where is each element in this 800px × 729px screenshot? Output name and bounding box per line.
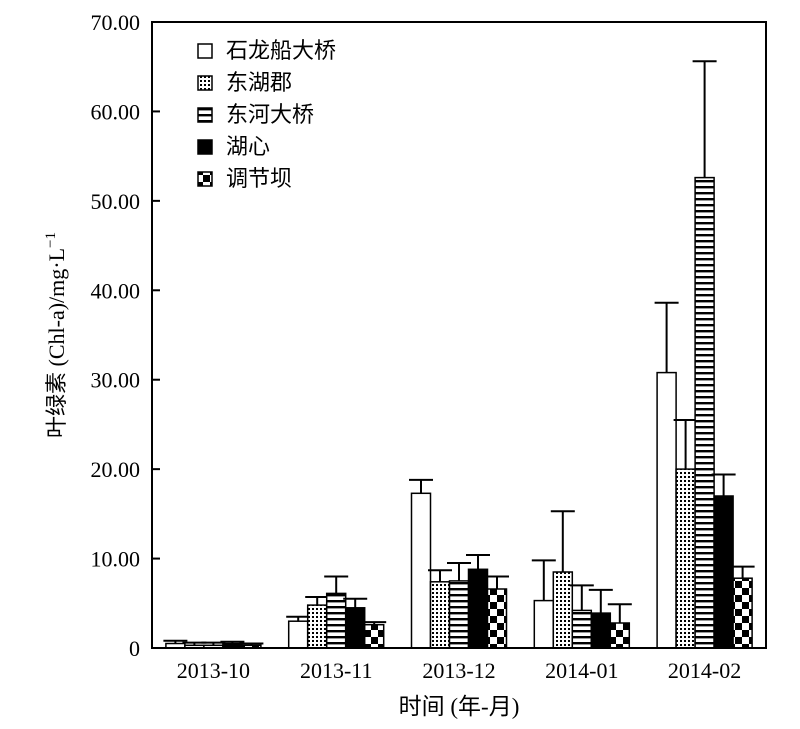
y-axis-label-text: 叶绿素 (Chl-a)/mg·L <box>44 248 69 438</box>
x-tick-label: 2014-01 <box>545 658 618 683</box>
y-tick-label: 10.00 <box>91 547 141 572</box>
legend-swatch <box>197 139 213 155</box>
legend-label: 石龙船大桥 <box>226 39 336 64</box>
legend-label: 调节坝 <box>226 167 292 192</box>
bar <box>325 592 347 649</box>
y-axis-label-superscript: −1 <box>43 232 59 248</box>
plot-frame <box>151 21 767 649</box>
y-tick-label: 60.00 <box>91 99 141 124</box>
x-tick-label: 2013-10 <box>177 658 250 683</box>
plot-layer <box>163 60 755 649</box>
legend-swatch <box>197 43 213 59</box>
x-tick-label: 2014-02 <box>668 658 741 683</box>
bar <box>656 371 677 649</box>
bar <box>363 623 385 649</box>
bar <box>467 568 489 649</box>
bar <box>486 588 508 649</box>
bar <box>344 607 366 649</box>
axes-layer: 0 10.00 20.00 30.00 40.00 50.00 60.00 70.00 2013… <box>43 10 767 719</box>
y-tick-label: 0 <box>129 636 140 661</box>
bar <box>448 580 470 649</box>
bar <box>713 495 734 649</box>
bar <box>429 581 451 649</box>
bar <box>287 620 309 649</box>
bar <box>571 609 593 649</box>
y-axis-label: 叶绿素 (Chl-a)/mg·L−1 <box>43 232 69 438</box>
x-axis-label: 时间 (年-月) <box>399 694 520 719</box>
x-tick-label: 2013-11 <box>300 658 373 683</box>
y-tick-label: 20.00 <box>91 457 141 482</box>
bar <box>533 599 555 649</box>
bar <box>675 468 696 649</box>
bar <box>694 176 715 649</box>
bar <box>410 492 432 649</box>
legend-swatch <box>197 171 213 187</box>
bar <box>590 612 612 649</box>
y-tick-label: 70.00 <box>91 10 141 35</box>
bar <box>732 577 753 649</box>
bar <box>306 604 328 649</box>
legend-swatch <box>197 75 213 91</box>
bar <box>552 571 574 649</box>
y-tick-label: 30.00 <box>91 368 141 393</box>
x-tick-label: 2013-12 <box>422 658 495 683</box>
y-tick-label: 50.00 <box>91 189 141 214</box>
legend-label: 东河大桥 <box>226 103 314 128</box>
y-tick-label: 40.00 <box>91 278 141 303</box>
bar <box>609 622 631 649</box>
legend-label: 东湖郡 <box>226 71 292 96</box>
legend-label: 湖心 <box>226 135 270 160</box>
legend-swatch <box>197 107 213 123</box>
